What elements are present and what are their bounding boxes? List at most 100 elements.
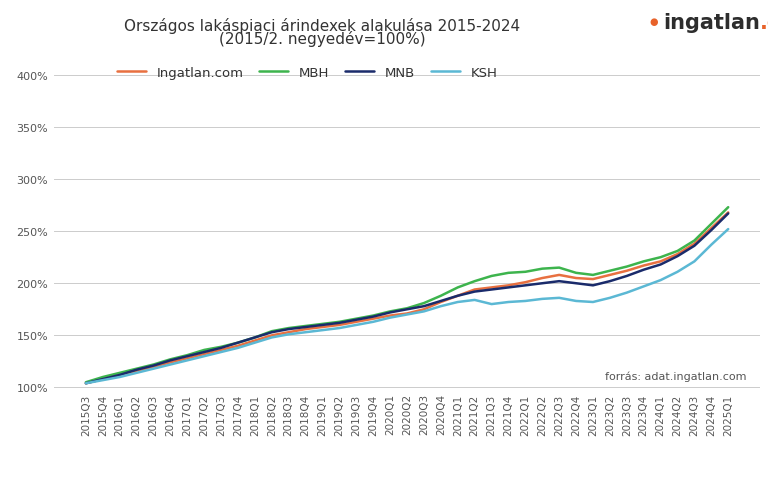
- KSH: [639, 284, 648, 290]
- MBH: [200, 347, 209, 353]
- MNB: [453, 293, 462, 299]
- KSH: [267, 335, 276, 341]
- Ingatlan.com: [707, 225, 716, 231]
- Ingatlan.com: [200, 351, 209, 357]
- KSH: [132, 370, 141, 376]
- MBH: [98, 374, 108, 380]
- MNB: [690, 243, 699, 249]
- MNB: [707, 227, 716, 233]
- MNB: [656, 262, 665, 268]
- MBH: [284, 325, 293, 331]
- Ingatlan.com: [470, 287, 479, 293]
- MBH: [707, 221, 716, 227]
- MNB: [436, 299, 445, 305]
- MNB: [217, 345, 226, 351]
- Ingatlan.com: [132, 368, 141, 374]
- Ingatlan.com: [267, 333, 276, 339]
- Ingatlan.com: [301, 327, 310, 333]
- MNB: [250, 335, 260, 341]
- MBH: [81, 379, 91, 385]
- MNB: [81, 380, 91, 386]
- MNB: [639, 267, 648, 273]
- Ingatlan.com: [98, 376, 108, 382]
- Ingatlan.com: [115, 372, 124, 378]
- MBH: [318, 321, 327, 327]
- Text: (2015/2. negyedév=100%): (2015/2. negyedév=100%): [219, 31, 426, 47]
- MNB: [571, 281, 581, 287]
- KSH: [605, 295, 614, 301]
- Ingatlan.com: [554, 273, 564, 279]
- KSH: [622, 290, 631, 296]
- MNB: [402, 307, 412, 313]
- Ingatlan.com: [605, 273, 614, 279]
- MNB: [504, 285, 513, 291]
- Ingatlan.com: [352, 319, 361, 325]
- Ingatlan.com: [318, 324, 327, 330]
- MNB: [200, 349, 209, 355]
- KSH: [673, 269, 682, 275]
- MNB: [318, 322, 327, 328]
- MBH: [504, 270, 513, 276]
- MNB: [673, 254, 682, 260]
- MNB: [622, 274, 631, 280]
- KSH: [81, 380, 91, 386]
- MNB: [183, 354, 192, 360]
- Ingatlan.com: [487, 285, 496, 291]
- MNB: [521, 283, 530, 289]
- MNB: [538, 281, 547, 287]
- KSH: [436, 304, 445, 310]
- MBH: [605, 268, 614, 274]
- KSH: [318, 328, 327, 334]
- MNB: [149, 363, 158, 369]
- MBH: [250, 335, 260, 341]
- Ingatlan.com: [335, 322, 344, 328]
- KSH: [656, 278, 665, 284]
- KSH: [504, 300, 513, 306]
- Ingatlan.com: [233, 343, 243, 349]
- MBH: [571, 270, 581, 276]
- Text: ●: ●: [649, 17, 657, 27]
- KSH: [352, 322, 361, 328]
- Text: Országos lakáspiaci árindexek alakulása 2015-2024: Országos lakáspiaci árindexek alakulása …: [124, 18, 521, 34]
- MBH: [723, 205, 733, 211]
- MBH: [386, 309, 395, 315]
- MBH: [267, 329, 276, 335]
- KSH: [470, 297, 479, 303]
- KSH: [386, 315, 395, 321]
- KSH: [690, 259, 699, 265]
- Line: MNB: MNB: [86, 214, 728, 383]
- MBH: [217, 344, 226, 350]
- Legend: Ingatlan.com, MBH, MNB, KSH: Ingatlan.com, MBH, MNB, KSH: [117, 67, 497, 80]
- MNB: [605, 279, 614, 285]
- MNB: [335, 320, 344, 326]
- MBH: [369, 313, 378, 319]
- KSH: [233, 345, 243, 351]
- MNB: [554, 279, 564, 285]
- KSH: [487, 302, 496, 308]
- MNB: [98, 376, 108, 382]
- KSH: [554, 295, 564, 301]
- KSH: [521, 299, 530, 305]
- Ingatlan.com: [639, 263, 648, 269]
- KSH: [707, 242, 716, 248]
- MNB: [301, 324, 310, 330]
- MBH: [521, 269, 530, 275]
- MNB: [369, 314, 378, 320]
- MNB: [352, 317, 361, 323]
- MBH: [166, 357, 175, 363]
- Text: forrás: adat.ingatlan.com: forrás: adat.ingatlan.com: [604, 370, 746, 381]
- Ingatlan.com: [149, 364, 158, 370]
- KSH: [453, 300, 462, 306]
- KSH: [301, 330, 310, 336]
- Ingatlan.com: [673, 252, 682, 258]
- KSH: [723, 226, 733, 232]
- MBH: [487, 274, 496, 280]
- KSH: [571, 299, 581, 305]
- Ingatlan.com: [419, 307, 429, 313]
- MBH: [335, 319, 344, 325]
- MNB: [470, 289, 479, 295]
- Ingatlan.com: [521, 280, 530, 286]
- KSH: [217, 349, 226, 355]
- Ingatlan.com: [284, 330, 293, 336]
- Ingatlan.com: [402, 311, 412, 317]
